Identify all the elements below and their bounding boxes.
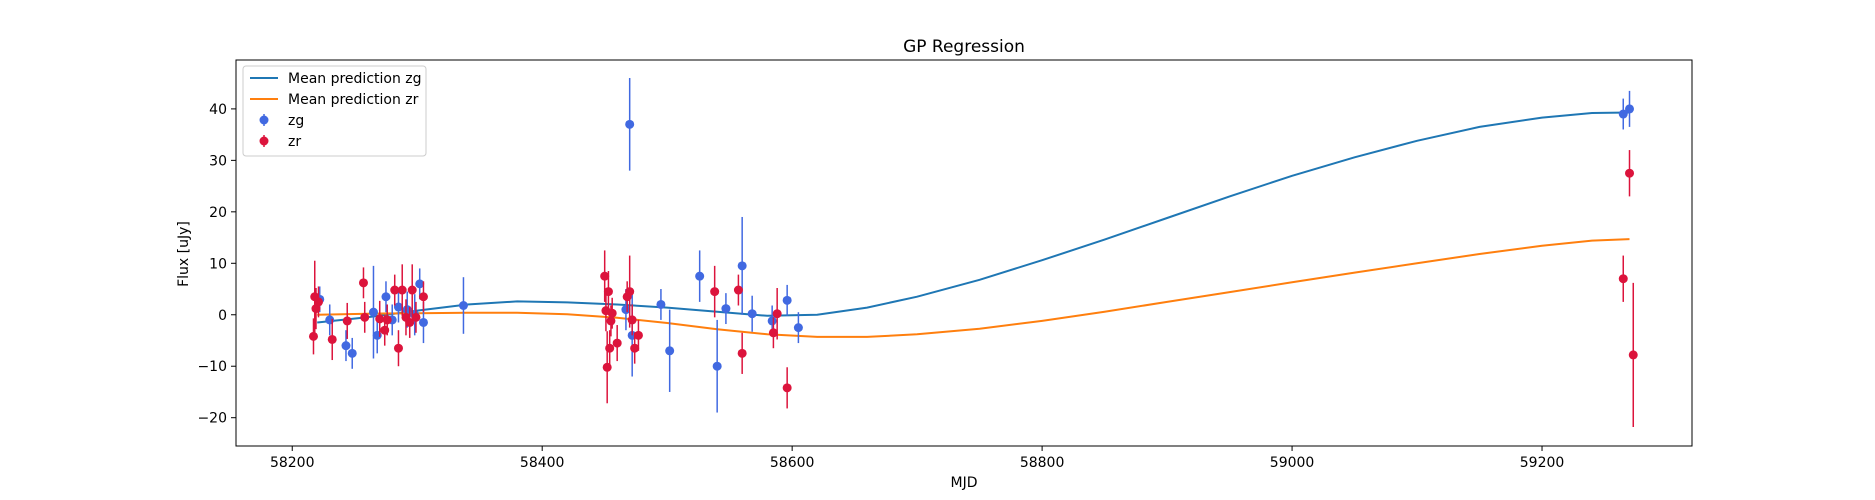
- data-point-zg: [1618, 109, 1628, 119]
- data-point-zr: [1625, 168, 1635, 178]
- data-point-zr: [630, 343, 640, 353]
- y-tick-label: 0: [218, 308, 227, 324]
- x-tick-label: 59000: [1270, 455, 1315, 471]
- data-point-zr: [358, 278, 368, 288]
- data-point-zr: [1628, 350, 1638, 360]
- data-point-zr: [772, 309, 782, 319]
- data-point-zr: [308, 331, 318, 341]
- legend-marker-zg: [259, 115, 269, 125]
- y-tick-label: −20: [197, 411, 227, 427]
- data-point-zg: [767, 316, 777, 326]
- data-point-zg: [458, 300, 468, 310]
- data-point-zr: [625, 287, 635, 297]
- data-point-zr: [607, 308, 617, 318]
- y-tick-label: 30: [209, 153, 227, 169]
- data-point-zg: [721, 304, 731, 314]
- data-point-zg: [341, 341, 351, 351]
- legend-label-zr-line: Mean prediction zr: [288, 92, 419, 108]
- data-point-zg: [368, 307, 378, 317]
- legend-label-zr: zr: [288, 134, 301, 150]
- plot-frame: [235, 59, 1693, 447]
- data-point-zr: [375, 314, 385, 324]
- data-point-zr: [733, 285, 743, 295]
- data-point-zr: [313, 297, 323, 307]
- chart-title: GP Regression: [903, 37, 1025, 57]
- data-point-zg: [415, 279, 425, 289]
- y-tick-label: 10: [209, 256, 227, 272]
- data-point-zr: [600, 271, 610, 281]
- data-point-zr: [612, 338, 622, 348]
- data-point-zg: [747, 309, 757, 319]
- data-point-zg: [695, 271, 705, 281]
- data-point-zr: [603, 287, 613, 297]
- data-point-zg: [1625, 104, 1635, 114]
- data-point-zr: [418, 292, 428, 302]
- data-point-zr: [606, 316, 616, 326]
- data-point-zg: [793, 323, 803, 333]
- data-point-zr: [605, 343, 615, 353]
- mean-prediction-line-zr: [317, 238, 1630, 338]
- data-point-zr: [390, 285, 400, 295]
- y-tick-label: −10: [197, 359, 227, 375]
- data-point-zr: [382, 315, 392, 325]
- y-tick-label: 40: [209, 102, 227, 118]
- x-tick-label: 58400: [520, 455, 565, 471]
- data-point-zr: [393, 343, 403, 353]
- data-point-zr: [627, 315, 637, 325]
- plot-area: 58200 58400 58600 58800 59000 59200 −20 −10 0 10 2…: [197, 59, 1693, 471]
- data-point-zg: [737, 261, 747, 271]
- x-tick-label: 58600: [770, 455, 815, 471]
- x-axis-label: MJD: [951, 475, 978, 491]
- mean-prediction-line-zg: [317, 111, 1630, 324]
- data-point-zr: [1618, 274, 1628, 284]
- data-point-zg: [347, 348, 357, 358]
- x-tick-label: 58800: [1020, 455, 1065, 471]
- legend-label-zg: zg: [288, 113, 304, 129]
- data-point-zg: [625, 119, 635, 129]
- data-point-zr: [342, 316, 352, 326]
- data-point-zg: [393, 302, 403, 312]
- data-point-zr: [407, 285, 417, 295]
- data-point-zr: [397, 285, 407, 295]
- data-point-zg: [381, 292, 391, 302]
- y-tick-label: 20: [209, 205, 227, 221]
- data-point-zr: [737, 348, 747, 358]
- data-point-zr: [782, 383, 792, 393]
- data-point-zg: [665, 346, 675, 356]
- legend-box: [242, 65, 427, 157]
- y-axis-label: Flux [uJy]: [176, 221, 192, 287]
- legend-marker-zr: [259, 136, 269, 146]
- data-point-zg: [621, 305, 631, 315]
- x-tick-label: 58200: [270, 455, 315, 471]
- data-point-zr: [360, 312, 370, 322]
- data-point-zg: [782, 295, 792, 305]
- data-point-zr: [633, 330, 643, 340]
- data-point-zr: [710, 287, 720, 297]
- data-point-zg: [418, 317, 428, 327]
- legend-label-zg-line: Mean prediction zg: [288, 71, 422, 87]
- data-point-zr: [602, 362, 612, 372]
- data-point-zr: [327, 334, 337, 344]
- data-point-zr: [411, 312, 421, 322]
- data-point-zr: [380, 325, 390, 335]
- data-point-zg: [712, 361, 722, 371]
- data-point-zr: [768, 328, 778, 338]
- data-point-zg: [656, 299, 666, 309]
- x-tick-label: 59200: [1520, 455, 1565, 471]
- data-point-zr: [405, 317, 415, 327]
- legend: Mean prediction zg Mean prediction zr zg…: [242, 65, 427, 157]
